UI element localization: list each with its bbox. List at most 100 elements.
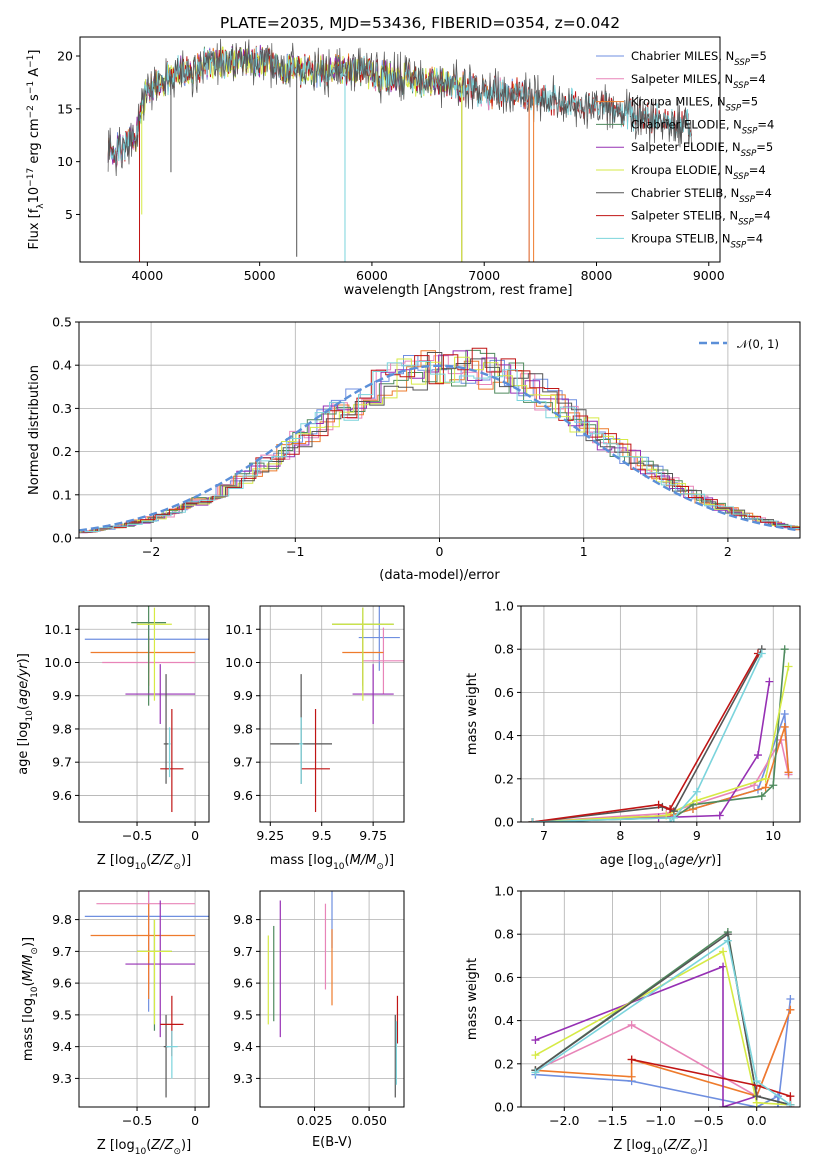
- weight-marker: [786, 1092, 795, 1101]
- plot-area: [84, 891, 209, 1098]
- y-tick-label: 9.6: [52, 788, 72, 803]
- weight-marker: [531, 1051, 540, 1060]
- legend-entry: Kroupa ELODIE, NSSP=4: [631, 163, 766, 182]
- y-tick-label: 9.8: [52, 721, 72, 736]
- y-tick-label: 0.0: [494, 1100, 514, 1115]
- y-tick-label: 9.7: [52, 944, 72, 959]
- x-tick-label: 9.5: [312, 828, 332, 843]
- weight-marker: [627, 1020, 636, 1029]
- weight-marker: [719, 1103, 728, 1107]
- y-tick-label: 0.4: [494, 728, 514, 743]
- axes-frame: [79, 36, 721, 263]
- y-tick-label: 9.9: [233, 688, 253, 703]
- x-tick-label: 1: [580, 544, 588, 559]
- weight-series: [534, 932, 791, 1106]
- y-tick-label: 20: [57, 49, 73, 64]
- y-axis-label: age [log10(age/yr)]: [16, 653, 35, 775]
- y-tick-label: 10.0: [44, 655, 72, 670]
- weight-marker: [761, 774, 770, 783]
- y-tick-label: 0.8: [494, 642, 514, 657]
- axes: 7 8 9 10 0.0 0.2 0.4 0.6 0.8 1.0 age [log10(age/yr…: [465, 599, 801, 872]
- x-tick-label: 5000: [244, 268, 276, 283]
- x-axis-label: mass [log10(M/M⊙)]: [270, 853, 394, 872]
- weight-marker: [528, 818, 537, 822]
- weight-marker: [531, 1068, 540, 1077]
- panel-mass-vs-ebv: 0.025 0.050 9.3 9.4 9.5 9.6 9.7 9.8 E(B-V): [233, 890, 405, 1150]
- axes-frame: [78, 890, 210, 1108]
- plot-area: [528, 645, 793, 822]
- y-tick-label: 9.3: [233, 1071, 253, 1086]
- axes: −2.0 −1.5 −1.0 −0.5 0.0 0.0 0.2 0.4 0.6 0.8 1.0 Z […: [465, 884, 801, 1157]
- y-tick-label: 0.1: [52, 487, 72, 502]
- y-tick-label: 1.0: [494, 599, 514, 614]
- y-tick-label: 9.5: [52, 1007, 72, 1022]
- y-tick-label: 9.8: [52, 912, 72, 927]
- y-tick-label: 9.7: [233, 944, 253, 959]
- legend-entry: Kroupa MILES, NSSP=5: [631, 95, 758, 114]
- weight-series: [535, 998, 792, 1107]
- weight-marker: [627, 1055, 636, 1064]
- y-tick-label: 10.0: [225, 655, 253, 670]
- x-tick-label: −2.0: [549, 1113, 579, 1128]
- axes-frame: [259, 890, 405, 1108]
- y-tick-label: 0.8: [494, 927, 514, 942]
- weight-marker: [757, 792, 766, 801]
- x-tick-label: 7000: [468, 268, 500, 283]
- weight-marker: [654, 800, 663, 809]
- weight-marker: [780, 710, 789, 718]
- weight-series: [532, 666, 790, 822]
- panel-weight-vs-Z: −2.0 −1.5 −1.0 −0.5 0.0 0.0 0.2 0.4 0.6 0.8 1.0 Z […: [465, 884, 801, 1157]
- x-tick-label: 8: [616, 828, 624, 843]
- y-tick-label: 0.0: [52, 531, 72, 546]
- panel-age-vs-Z: −0.5 0 9.6 9.7 9.8 9.9 10.0 10.1 Z [log10(Z/Z⊙)]…: [16, 605, 210, 872]
- y-tick-label: 0.5: [52, 315, 72, 330]
- plot-area: [107, 38, 692, 262]
- residual-histogram: [82, 347, 800, 533]
- x-axis-label: Z [log10(Z/Z⊙)]: [97, 853, 191, 872]
- x-tick-label: −1.0: [645, 1113, 675, 1128]
- x-tick-label: 9000: [693, 268, 725, 283]
- x-tick-label: 2: [724, 544, 732, 559]
- y-tick-label: 5: [65, 207, 73, 222]
- weight-marker: [666, 818, 675, 822]
- x-tick-label: 9.75: [359, 828, 387, 843]
- y-tick-label: 0.4: [494, 1013, 514, 1028]
- y-tick-label: 0.0: [494, 815, 514, 830]
- x-tick-label: −1: [286, 544, 304, 559]
- weight-series: [535, 950, 791, 1106]
- y-tick-label: 9.6: [233, 788, 253, 803]
- weight-marker: [753, 751, 762, 760]
- weight-marker: [627, 1072, 636, 1081]
- y-tick-label: 0.4: [52, 358, 72, 373]
- x-axis-label: wavelength [Angstrom, rest frame]: [344, 283, 573, 298]
- plot-area: [531, 928, 795, 1107]
- axes: 9.25 9.5 9.75 9.6 9.7 9.8 9.9 10.0 10.1 mass [log…: [225, 605, 405, 872]
- panel-residuals: −2 −1 0 1 2 0.0 0.1 0.2 0.3 0.4 0.5 (data-model)/er…: [27, 315, 801, 583]
- x-tick-label: −0.5: [693, 1113, 723, 1128]
- x-tick-label: −2: [142, 544, 160, 559]
- x-tick-label: 0.0: [747, 1113, 767, 1128]
- weight-marker: [757, 649, 766, 658]
- y-tick-label: 0.2: [494, 771, 514, 786]
- weight-marker: [765, 677, 774, 686]
- axes: −0.5 0 9.6 9.7 9.8 9.9 10.0 10.1 Z [log10(Z/Z⊙)]…: [16, 605, 210, 872]
- y-axis-label: mass weight: [465, 673, 480, 755]
- weight-series: [532, 681, 771, 822]
- x-tick-label: 10: [765, 828, 781, 843]
- weight-marker: [786, 1005, 795, 1014]
- weight-series: [532, 653, 763, 822]
- weight-marker: [784, 662, 793, 671]
- x-tick-label: 6000: [356, 268, 388, 283]
- weight-marker: [780, 645, 789, 654]
- plot-area: [84, 606, 209, 813]
- x-tick-label: −0.5: [122, 1113, 152, 1128]
- plot-area: [270, 606, 404, 813]
- residual-histogram: [79, 349, 800, 533]
- y-tick-label: 1.0: [494, 884, 514, 899]
- weight-marker: [692, 787, 701, 796]
- residual-histogram: [79, 350, 800, 533]
- x-tick-label: −0.5: [122, 828, 152, 843]
- residual-histogram: [84, 361, 800, 532]
- axes-frame: [78, 605, 210, 823]
- x-tick-label: 0: [191, 1113, 199, 1128]
